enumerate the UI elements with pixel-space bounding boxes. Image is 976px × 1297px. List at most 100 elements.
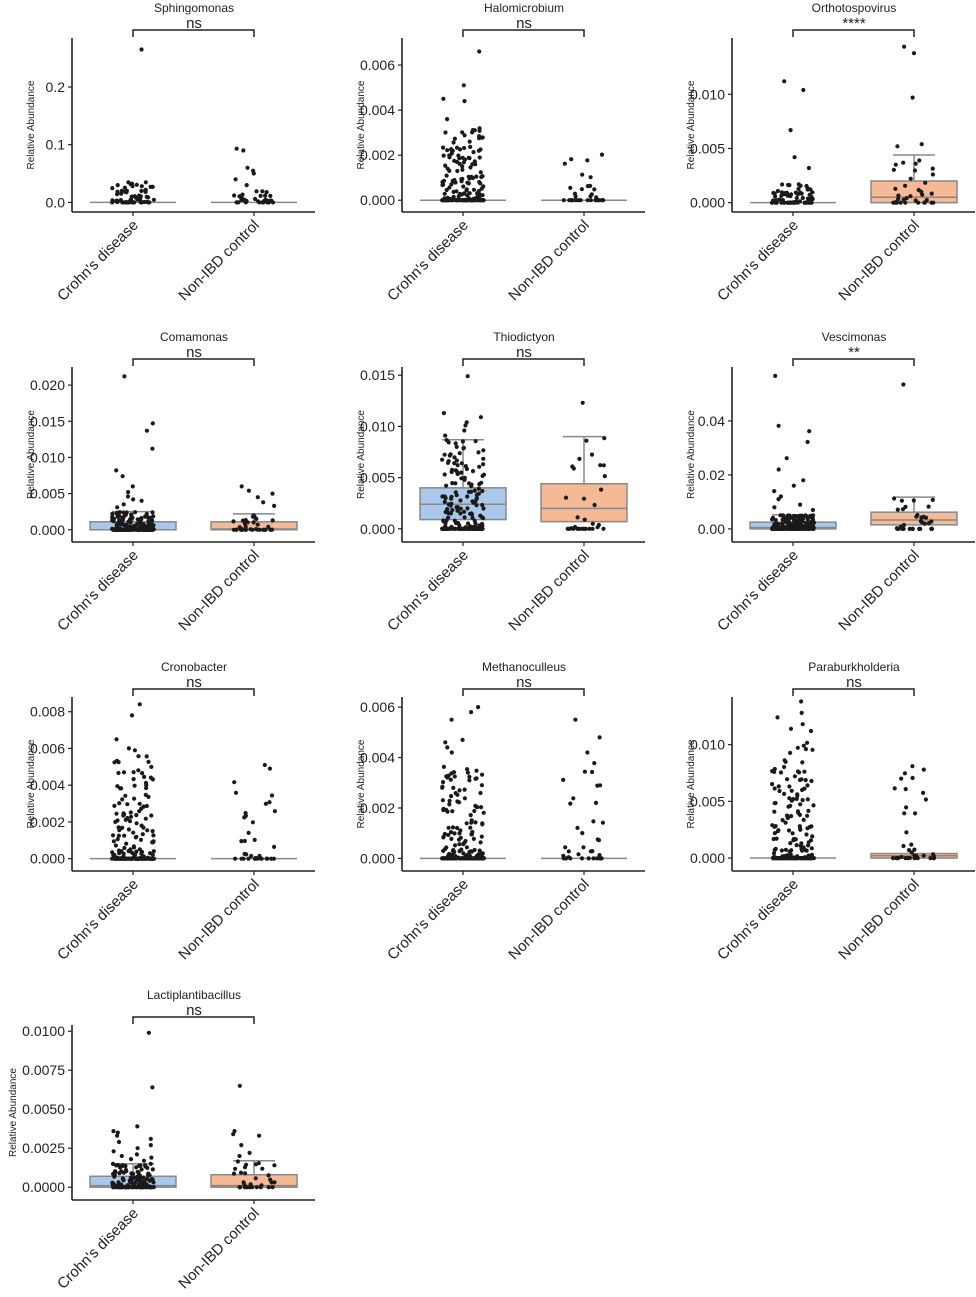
y-tick-label: 0.010 bbox=[360, 418, 395, 434]
data-point bbox=[457, 451, 462, 456]
y-tick-label: 0.020 bbox=[30, 377, 65, 393]
data-point bbox=[253, 1162, 258, 1167]
data-point bbox=[468, 813, 473, 818]
data-point bbox=[461, 842, 466, 847]
data-point bbox=[150, 1167, 155, 1172]
x-tick-label: Non-IBD control bbox=[835, 547, 922, 634]
data-point bbox=[582, 517, 587, 522]
data-point bbox=[443, 433, 448, 438]
data-point bbox=[232, 193, 237, 198]
data-point bbox=[255, 856, 260, 861]
data-point bbox=[454, 444, 459, 449]
data-point bbox=[143, 780, 149, 786]
data-point bbox=[266, 1185, 271, 1190]
data-point bbox=[464, 845, 469, 850]
data-point bbox=[254, 1185, 259, 1190]
data-point bbox=[786, 182, 791, 188]
significance-bracket bbox=[792, 29, 915, 37]
data-point bbox=[908, 194, 913, 199]
data-point bbox=[117, 1185, 122, 1190]
data-point bbox=[910, 526, 915, 532]
data-point bbox=[441, 198, 446, 203]
data-point bbox=[476, 486, 481, 491]
data-point bbox=[770, 200, 775, 205]
data-point bbox=[461, 445, 466, 451]
data-point bbox=[132, 523, 137, 528]
data-point bbox=[452, 455, 457, 460]
data-point bbox=[479, 805, 484, 810]
data-point bbox=[892, 496, 897, 501]
data-point bbox=[233, 177, 238, 182]
data-point bbox=[440, 784, 445, 789]
data-point bbox=[148, 1161, 153, 1166]
data-point bbox=[137, 809, 142, 814]
data-point bbox=[137, 1182, 142, 1187]
data-point bbox=[803, 848, 808, 853]
data-point bbox=[453, 441, 458, 446]
data-point bbox=[577, 456, 582, 461]
data-point bbox=[782, 79, 787, 84]
data-point bbox=[462, 796, 467, 801]
data-point bbox=[112, 853, 117, 858]
x-tick-label: Crohn's disease bbox=[54, 876, 142, 964]
data-point bbox=[805, 783, 810, 788]
data-point bbox=[921, 767, 926, 772]
data-point bbox=[918, 526, 923, 532]
data-point bbox=[455, 471, 460, 477]
data-point bbox=[561, 856, 566, 861]
data-point bbox=[441, 178, 447, 183]
data-point bbox=[478, 170, 483, 175]
data-point bbox=[898, 200, 903, 205]
data-point bbox=[131, 497, 136, 502]
y-axis-label: Relative Abundance bbox=[356, 80, 367, 169]
data-point bbox=[467, 778, 472, 783]
data-point bbox=[132, 748, 137, 753]
significance-bracket bbox=[462, 29, 585, 37]
data-point bbox=[474, 776, 479, 781]
data-point bbox=[798, 526, 803, 531]
data-point bbox=[772, 489, 777, 494]
data-point bbox=[128, 1157, 134, 1162]
data-point bbox=[134, 1152, 139, 1157]
data-point bbox=[902, 811, 907, 816]
data-point bbox=[122, 845, 127, 851]
data-point bbox=[903, 787, 908, 792]
data-point bbox=[255, 495, 260, 500]
data-point bbox=[917, 158, 922, 163]
data-point bbox=[581, 496, 587, 501]
data-point bbox=[455, 508, 460, 513]
data-point bbox=[570, 198, 575, 203]
data-point bbox=[778, 494, 784, 499]
significance-bracket bbox=[792, 688, 915, 696]
y-tick-label: 0.000 bbox=[690, 195, 725, 211]
data-point bbox=[122, 812, 127, 817]
data-point bbox=[449, 469, 454, 475]
data-point bbox=[477, 179, 482, 185]
data-point bbox=[111, 1149, 116, 1154]
data-point bbox=[444, 845, 449, 850]
data-point bbox=[479, 834, 484, 839]
data-point bbox=[255, 527, 260, 532]
data-point bbox=[477, 155, 482, 160]
data-point bbox=[796, 810, 801, 815]
data-point bbox=[480, 473, 485, 478]
data-point bbox=[801, 817, 806, 823]
data-point bbox=[460, 526, 465, 531]
data-point bbox=[114, 811, 119, 816]
data-point bbox=[807, 429, 812, 434]
data-point bbox=[134, 813, 139, 818]
data-point bbox=[241, 148, 246, 153]
data-point bbox=[462, 145, 467, 151]
data-point bbox=[271, 856, 276, 861]
data-point bbox=[148, 1143, 153, 1148]
data-point bbox=[805, 439, 810, 445]
data-point bbox=[121, 527, 126, 532]
data-point bbox=[595, 525, 600, 530]
data-point bbox=[791, 797, 796, 802]
data-point bbox=[113, 843, 118, 848]
data-point bbox=[801, 478, 806, 483]
data-point bbox=[441, 848, 446, 854]
data-point bbox=[450, 856, 456, 861]
data-point bbox=[913, 161, 918, 166]
data-point bbox=[465, 767, 470, 772]
